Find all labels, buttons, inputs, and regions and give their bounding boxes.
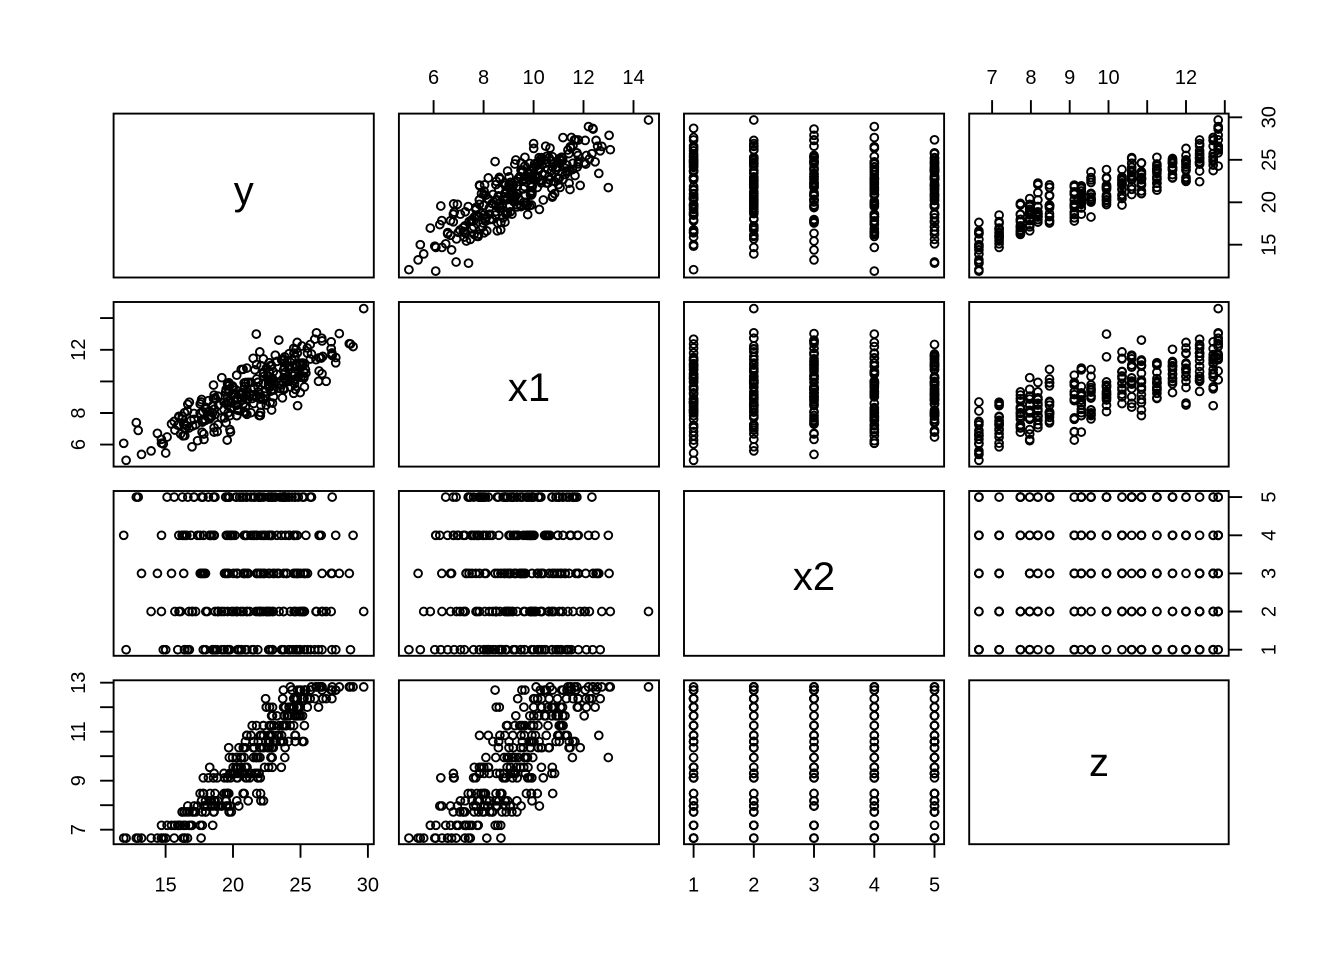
svg-text:4: 4: [869, 874, 880, 896]
svg-text:20: 20: [1259, 191, 1281, 213]
svg-text:12: 12: [68, 339, 90, 361]
svg-text:11: 11: [68, 721, 90, 742]
svg-text:5: 5: [929, 874, 940, 896]
svg-text:8: 8: [1025, 67, 1036, 89]
svg-text:2: 2: [1259, 606, 1281, 617]
svg-text:25: 25: [1259, 149, 1281, 171]
svg-text:z: z: [1089, 741, 1109, 785]
svg-text:25: 25: [289, 874, 311, 896]
svg-text:12: 12: [1175, 67, 1197, 89]
svg-text:x1: x1: [508, 366, 550, 410]
svg-text:4: 4: [1259, 530, 1281, 541]
svg-text:12: 12: [572, 67, 594, 89]
svg-text:30: 30: [357, 874, 379, 896]
svg-text:7: 7: [68, 824, 90, 835]
svg-text:15: 15: [154, 874, 176, 896]
svg-text:13: 13: [68, 672, 90, 694]
svg-text:y: y: [234, 169, 254, 213]
svg-text:9: 9: [68, 775, 90, 786]
svg-text:3: 3: [1259, 568, 1281, 579]
svg-text:10: 10: [522, 67, 544, 89]
svg-text:3: 3: [808, 874, 819, 896]
svg-text:7: 7: [987, 67, 998, 89]
svg-text:14: 14: [622, 67, 644, 89]
svg-text:20: 20: [222, 874, 244, 896]
svg-text:1: 1: [688, 874, 699, 896]
svg-text:30: 30: [1259, 106, 1281, 128]
svg-text:5: 5: [1259, 492, 1281, 503]
svg-text:8: 8: [68, 407, 90, 418]
svg-text:x2: x2: [793, 555, 835, 599]
svg-text:8: 8: [478, 67, 489, 89]
svg-text:9: 9: [1064, 67, 1075, 89]
svg-text:15: 15: [1259, 234, 1281, 256]
svg-text:6: 6: [68, 439, 90, 450]
svg-text:2: 2: [748, 874, 759, 896]
svg-text:6: 6: [428, 67, 439, 89]
svg-text:1: 1: [1259, 644, 1281, 655]
svg-text:10: 10: [1097, 67, 1119, 89]
